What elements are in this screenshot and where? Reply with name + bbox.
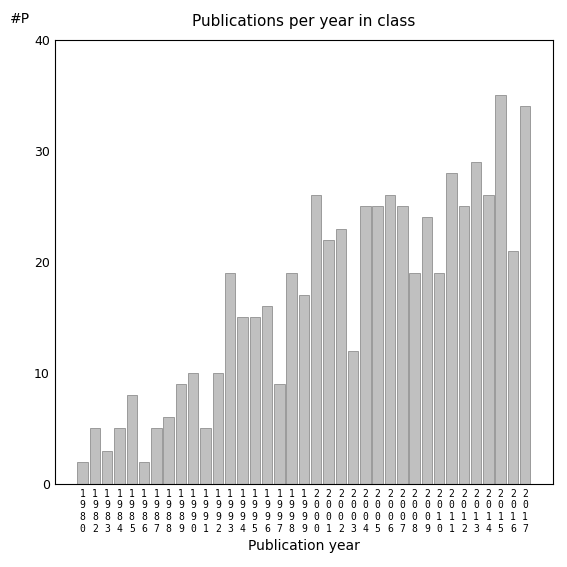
Bar bbox=[348, 350, 358, 484]
Bar bbox=[496, 95, 506, 484]
Bar bbox=[311, 195, 321, 484]
Bar bbox=[200, 429, 211, 484]
Bar bbox=[139, 462, 149, 484]
Bar bbox=[336, 229, 346, 484]
Bar bbox=[459, 206, 469, 484]
Bar bbox=[385, 195, 395, 484]
Bar bbox=[126, 395, 137, 484]
Bar bbox=[422, 217, 432, 484]
Bar bbox=[520, 107, 531, 484]
Bar bbox=[409, 273, 420, 484]
Bar bbox=[360, 206, 371, 484]
X-axis label: Publication year: Publication year bbox=[248, 539, 360, 553]
Bar bbox=[373, 206, 383, 484]
Bar bbox=[483, 195, 493, 484]
Bar bbox=[434, 273, 445, 484]
Bar bbox=[188, 373, 198, 484]
Bar bbox=[225, 273, 235, 484]
Bar bbox=[115, 429, 125, 484]
Bar bbox=[299, 295, 309, 484]
Bar bbox=[507, 251, 518, 484]
Title: Publications per year in class: Publications per year in class bbox=[192, 14, 416, 29]
Bar bbox=[249, 318, 260, 484]
Bar bbox=[90, 429, 100, 484]
Bar bbox=[176, 384, 186, 484]
Bar bbox=[77, 462, 88, 484]
Bar bbox=[151, 429, 162, 484]
Bar bbox=[163, 417, 174, 484]
Bar bbox=[262, 306, 272, 484]
Bar bbox=[397, 206, 408, 484]
Bar bbox=[323, 240, 334, 484]
Y-axis label: #P: #P bbox=[10, 12, 30, 27]
Bar bbox=[102, 451, 112, 484]
Bar bbox=[237, 318, 248, 484]
Bar bbox=[274, 384, 285, 484]
Bar bbox=[446, 173, 456, 484]
Bar bbox=[286, 273, 297, 484]
Bar bbox=[213, 373, 223, 484]
Bar bbox=[471, 162, 481, 484]
